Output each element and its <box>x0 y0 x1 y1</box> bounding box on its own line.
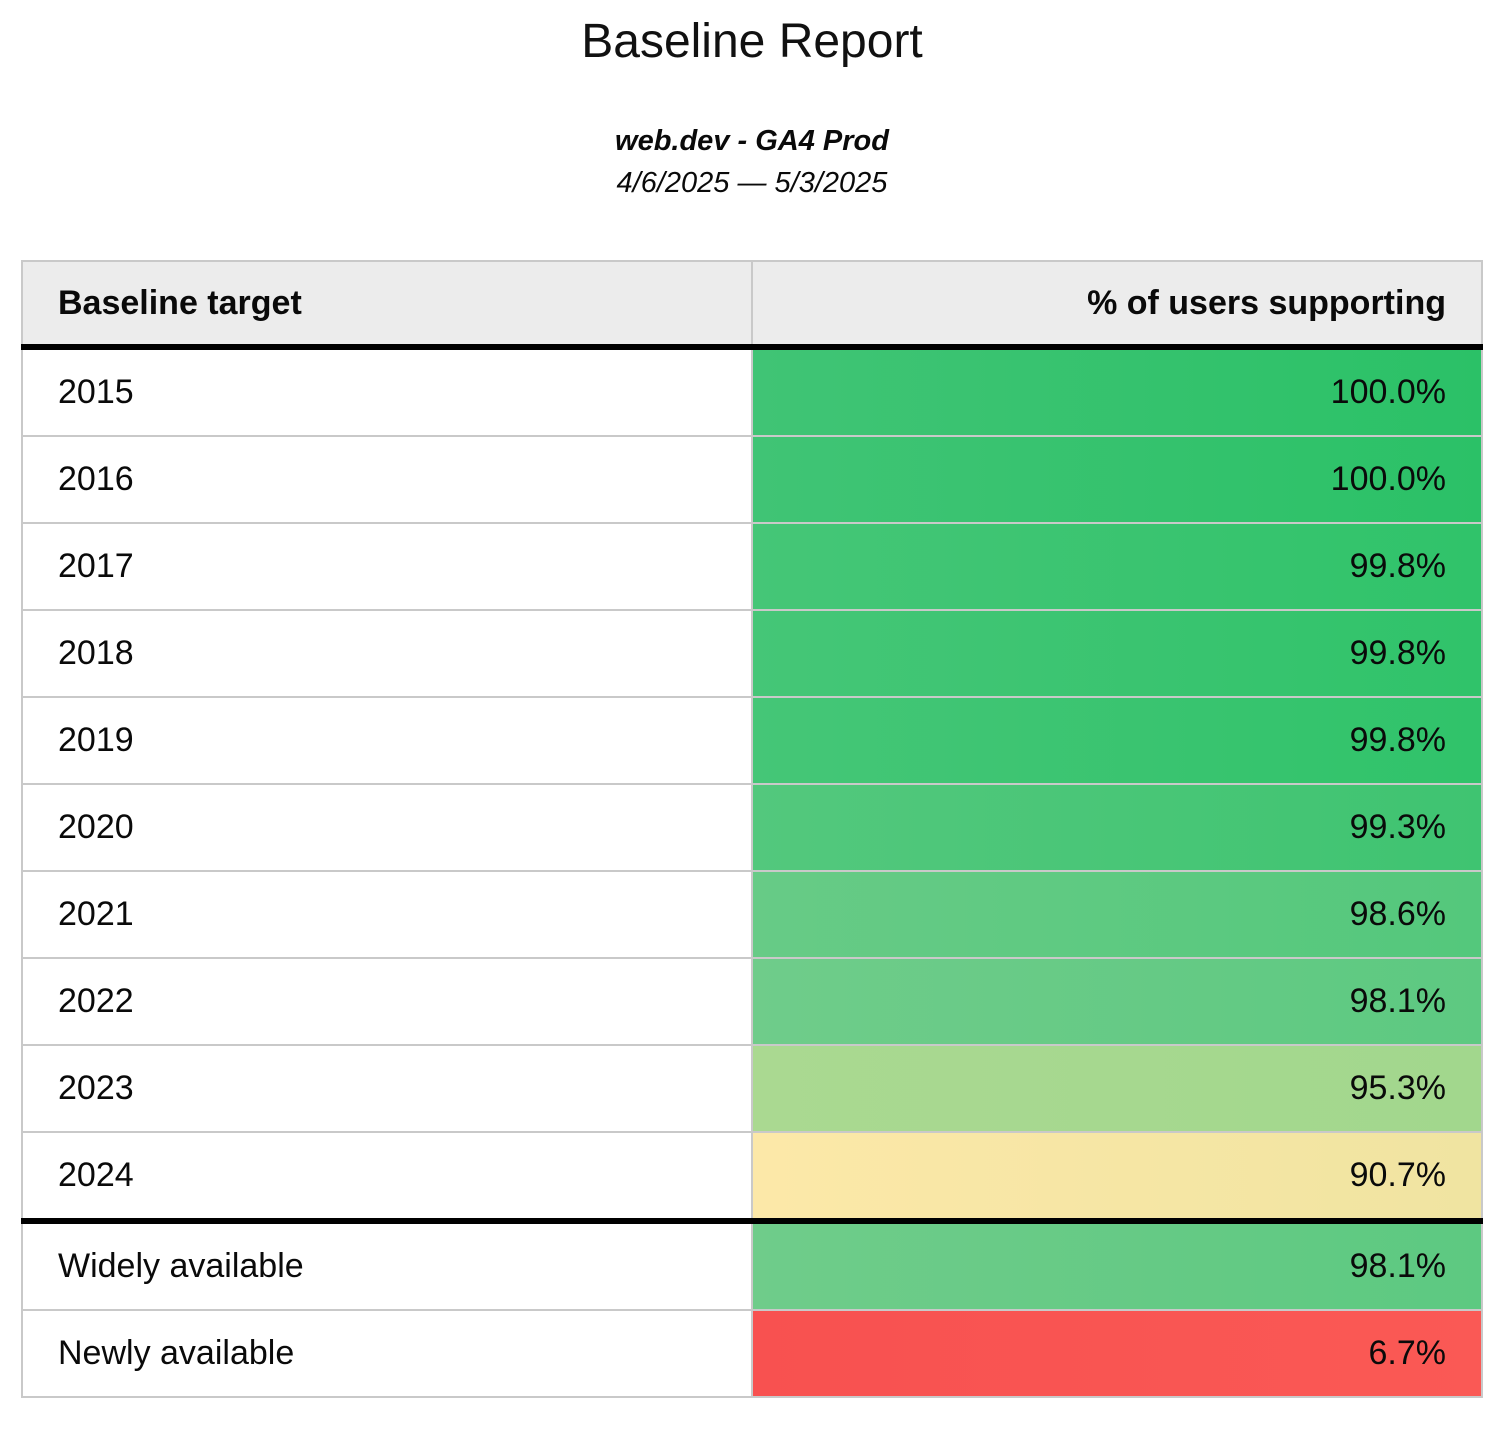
report-property-name: web.dev - GA4 Prod <box>615 125 889 157</box>
support-percent-cell: 99.8% <box>751 522 1483 611</box>
baseline-target-cell: 2018 <box>21 609 753 698</box>
support-percent-cell: 99.8% <box>751 696 1483 785</box>
column-header-baseline-target: Baseline target <box>21 260 753 350</box>
table-row: 2024 90.7% <box>21 1131 1483 1222</box>
table-row: Newly available 6.7% <box>21 1309 1483 1398</box>
support-percent-cell: 99.8% <box>751 609 1483 698</box>
baseline-target-cell: 2021 <box>21 870 753 959</box>
support-percent-cell: 100.0% <box>751 435 1483 524</box>
table-row: 2016 100.0% <box>21 435 1483 524</box>
baseline-target-cell: 2015 <box>21 346 753 437</box>
support-percent-cell: 6.7% <box>751 1309 1483 1398</box>
table-row: 2020 99.3% <box>21 783 1483 872</box>
support-percent-cell: 98.1% <box>751 957 1483 1046</box>
table-row: 2018 99.8% <box>21 609 1483 698</box>
baseline-target-cell: 2022 <box>21 957 753 1046</box>
table-header-row: Baseline target % of users supporting <box>21 260 1483 350</box>
support-percent-cell: 98.6% <box>751 870 1483 959</box>
baseline-support-table: Baseline target % of users supporting 20… <box>21 260 1483 1398</box>
table-row: Widely available 98.1% <box>21 1218 1483 1311</box>
report-date-range: 4/6/2025 — 5/3/2025 <box>616 167 888 199</box>
support-percent-cell: 95.3% <box>751 1044 1483 1133</box>
table-row: 2017 99.8% <box>21 522 1483 611</box>
page-title: Baseline Report <box>581 15 923 68</box>
baseline-report-page: Baseline Report web.dev - GA4 Prod 4/6/2… <box>0 14 1504 1398</box>
support-percent-cell: 99.3% <box>751 783 1483 872</box>
table-head: Baseline target % of users supporting <box>21 260 1483 350</box>
baseline-target-cell: 2017 <box>21 522 753 611</box>
table-body: 2015 100.0% 2016 100.0% 2017 99.8% 2018 99.8% 20… <box>21 346 1483 1398</box>
baseline-target-cell: Newly available <box>21 1309 753 1398</box>
column-header-users-supporting: % of users supporting <box>751 260 1483 350</box>
table-row: 2022 98.1% <box>21 957 1483 1046</box>
baseline-target-cell: 2019 <box>21 696 753 785</box>
baseline-target-cell: 2016 <box>21 435 753 524</box>
baseline-target-cell: Widely available <box>21 1218 753 1311</box>
table-row: 2019 99.8% <box>21 696 1483 785</box>
baseline-target-cell: 2020 <box>21 783 753 872</box>
table-row: 2023 95.3% <box>21 1044 1483 1133</box>
support-percent-cell: 98.1% <box>751 1218 1483 1311</box>
table-row: 2015 100.0% <box>21 346 1483 437</box>
baseline-target-cell: 2023 <box>21 1044 753 1133</box>
baseline-target-cell: 2024 <box>21 1131 753 1222</box>
support-percent-cell: 100.0% <box>751 346 1483 437</box>
table-row: 2021 98.6% <box>21 870 1483 959</box>
support-percent-cell: 90.7% <box>751 1131 1483 1222</box>
